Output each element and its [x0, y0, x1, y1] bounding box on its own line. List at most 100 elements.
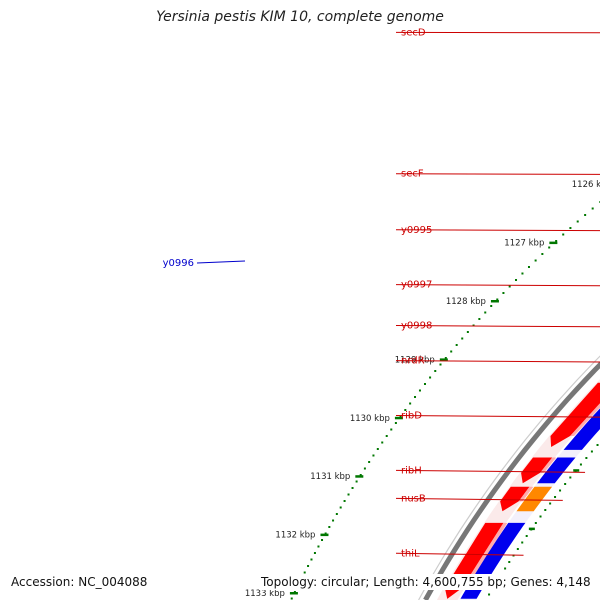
outer-tick	[528, 527, 535, 531]
ruler-tick	[289, 592, 298, 595]
genes-value: 4,148	[556, 575, 591, 589]
forward-gene-highlight	[518, 486, 534, 502]
gene-label[interactable]: secF	[401, 169, 424, 180]
feature-band[interactable]	[537, 457, 576, 484]
ruler-tick	[439, 358, 448, 361]
ruler-dot	[310, 558, 313, 561]
outer-dot	[516, 548, 519, 550]
ruler-dot	[466, 331, 469, 333]
forward-gene-highlight	[540, 457, 557, 473]
ruler-dot	[423, 383, 426, 385]
ruler-dot	[324, 532, 327, 535]
forward-gene[interactable]	[521, 457, 553, 484]
ruler-dot	[355, 480, 358, 483]
ruler-dot	[576, 220, 579, 223]
outer-dot	[504, 567, 507, 570]
genes-label: Genes:	[510, 575, 553, 589]
topology-label: Topology:	[261, 575, 318, 589]
feature-band[interactable]	[516, 486, 553, 512]
ruler-dot	[390, 428, 393, 431]
ruler-dot	[584, 214, 587, 216]
ruler-dot	[591, 207, 594, 210]
ruler-dot	[555, 240, 558, 242]
ruler-label: 1127 kbp	[504, 239, 544, 249]
outer-dot	[508, 561, 511, 563]
ruler-dot	[534, 259, 537, 262]
outer-tick	[573, 469, 580, 472]
accession-label: Accession:	[11, 575, 75, 589]
ruler-dot	[490, 305, 493, 307]
gene-labels[interactable]: secD secF y0995 y0997 y0998 nrdR ribD ribH nusB t…	[163, 27, 600, 559]
gene-label[interactable]: y0997	[401, 280, 432, 291]
label-leader-line	[395, 173, 600, 175]
ruler-dot	[455, 344, 458, 346]
outer-dot	[585, 457, 588, 459]
ruler-dot	[328, 526, 331, 528]
gene-label[interactable]: y0995	[401, 225, 432, 236]
ruler-dot	[508, 285, 511, 288]
outer-dot	[544, 509, 547, 511]
label-leader-line	[395, 497, 563, 501]
ruler-tick	[394, 416, 403, 420]
ruler-dot	[347, 493, 350, 496]
ruler-dotted-track	[290, 201, 600, 600]
backbone	[423, 361, 600, 600]
outer-dot	[579, 463, 582, 466]
forward-gene[interactable]	[500, 486, 530, 512]
ruler-dot	[381, 441, 384, 444]
backbone-arc	[418, 355, 600, 600]
gene-label[interactable]: thiL	[401, 548, 420, 559]
gene-label[interactable]: ribD	[401, 410, 422, 421]
outer-dot	[590, 450, 593, 453]
label-leader-line	[395, 31, 600, 34]
ruler-dot	[351, 487, 354, 489]
ruler-dot	[541, 253, 544, 255]
ruler-dot	[439, 363, 442, 366]
ruler-label: 1132 kbp	[275, 531, 315, 541]
ruler-dot	[399, 415, 402, 418]
accession-value: NC_004088	[78, 575, 148, 589]
ruler-dot	[521, 272, 524, 275]
outer-dot	[525, 535, 528, 537]
ruler-label: 1133 kbp	[245, 589, 285, 599]
ruler-dot	[527, 266, 530, 268]
gene-label[interactable]: ribH	[401, 465, 422, 476]
forward-gene[interactable]	[550, 382, 600, 447]
ruler-dot	[368, 461, 371, 463]
feature-band[interactable]	[563, 383, 600, 450]
ruler-dot	[404, 409, 407, 411]
label-leader-line	[395, 360, 600, 363]
outer-dot	[488, 593, 491, 596]
ruler-dot	[562, 233, 565, 236]
gene-label[interactable]: nusB	[401, 493, 426, 504]
ruler-dot	[461, 337, 464, 340]
label-leader-line	[196, 260, 246, 264]
gene-label[interactable]: y0996	[163, 258, 194, 269]
ruler-dot	[478, 318, 481, 320]
forward-gene-highlight	[570, 403, 600, 436]
forward-gene-track[interactable]	[436, 0, 600, 600]
accession-info: Accession: NC_004088	[9, 574, 150, 590]
outer-dot	[554, 496, 557, 498]
gene-label[interactable]: secD	[401, 27, 426, 38]
ruler-dot	[335, 513, 338, 515]
outer-dot	[596, 444, 599, 446]
backbone-inner-line	[418, 355, 600, 600]
ruler-tick	[549, 241, 558, 245]
outer-dot	[564, 483, 567, 485]
label-leader-line	[395, 284, 600, 287]
ruler-dot	[290, 597, 293, 600]
ruler-dot	[313, 552, 316, 554]
gene-label[interactable]: y0998	[401, 321, 432, 332]
gene-label[interactable]: nrdR	[401, 356, 425, 367]
ruler-dot	[321, 539, 324, 541]
ruler-dot	[343, 500, 346, 502]
ruler-dot	[515, 279, 518, 281]
ruler-tick	[320, 533, 329, 537]
map-title: Yersinia pestis KIM 10, complete genome	[156, 9, 444, 25]
ruler-dot	[376, 448, 379, 450]
ruler-label: 1130 kbp	[350, 414, 390, 424]
length-label: Length:	[373, 575, 419, 589]
label-leader-line	[395, 229, 600, 232]
